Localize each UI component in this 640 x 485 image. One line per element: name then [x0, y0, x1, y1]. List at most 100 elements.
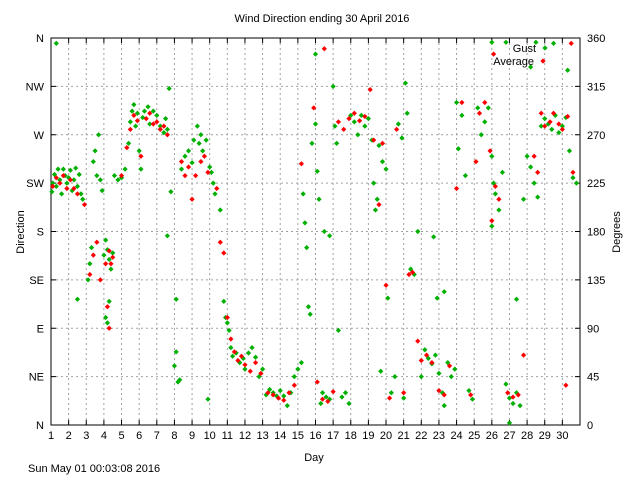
average-point [53, 175, 59, 181]
gust-point [182, 153, 188, 159]
average-point [214, 185, 220, 192]
gust-point [573, 180, 580, 186]
gust-point [376, 142, 382, 149]
gust-point [312, 51, 319, 57]
average-point [379, 140, 386, 146]
gust-point [57, 177, 63, 183]
gust-point [482, 119, 488, 125]
y-right-tick-label: 180 [587, 227, 605, 239]
gust-point [566, 148, 573, 154]
average-point [441, 392, 447, 398]
average-point [505, 390, 511, 396]
gust-point [452, 366, 458, 372]
average-point [189, 196, 195, 202]
gust-point [233, 350, 239, 356]
gust-point [448, 374, 454, 380]
average-point [150, 121, 156, 127]
average-point [489, 218, 495, 224]
gust-point [212, 191, 218, 197]
average-point [291, 382, 297, 388]
gust-point [103, 237, 109, 243]
y-right-tick-label: 270 [587, 130, 605, 142]
average-point [520, 352, 527, 358]
gust-point [291, 374, 297, 380]
gust-point [185, 148, 192, 154]
average-point [185, 164, 192, 170]
gust-point [422, 347, 428, 353]
gust-point [545, 121, 551, 127]
gust-point [111, 173, 118, 179]
gust-point [351, 119, 357, 125]
gust-point [524, 153, 530, 159]
gust-point [53, 183, 59, 189]
gust-point [466, 388, 472, 394]
y-right-tick-label: 360 [587, 33, 605, 45]
gust-point [171, 363, 178, 369]
gust-point [334, 140, 340, 146]
gust-point [284, 403, 290, 409]
x-tick-label: 27 [503, 430, 515, 442]
gust-point [342, 390, 349, 396]
gust-point [559, 123, 565, 129]
average-point [547, 119, 553, 125]
gust-point [125, 140, 132, 146]
average-point [228, 336, 234, 342]
gust-point [150, 108, 156, 114]
average-point [556, 121, 562, 127]
gust-point [58, 191, 65, 197]
average-point [90, 252, 96, 258]
gust-point [319, 390, 326, 396]
average-point [252, 360, 259, 366]
gust-point [203, 137, 209, 143]
gust-point [321, 228, 327, 235]
average-point [362, 113, 368, 120]
average-point [446, 363, 453, 369]
y-left-tick-label: NE [29, 372, 44, 384]
y-left-tick-label: W [34, 130, 45, 142]
x-tick-label: 6 [136, 430, 142, 442]
gust-point [459, 112, 465, 118]
average-point [64, 185, 70, 192]
gust-point [80, 196, 86, 202]
gust-point [103, 314, 109, 321]
gust-point [552, 112, 558, 118]
gust-point [78, 191, 84, 197]
x-tick-label: 22 [415, 430, 427, 442]
gust-point [129, 108, 135, 114]
average-point [376, 202, 382, 208]
gust-point [492, 191, 498, 197]
gust-point [260, 366, 266, 372]
gust-point [51, 171, 58, 178]
average-point [568, 40, 574, 46]
x-tick-label: 18 [345, 430, 357, 442]
gust-point [550, 40, 557, 46]
x-tick-label: 12 [239, 430, 251, 442]
average-point [281, 397, 287, 403]
gust-point [312, 121, 319, 127]
average-point [221, 250, 227, 256]
gust-point [104, 247, 111, 253]
gust-point [85, 277, 91, 283]
average-point [371, 137, 377, 143]
gust-point [221, 298, 227, 304]
average-point [270, 392, 276, 398]
generated-timestamp: Sun May 01 00:03:08 2016 [28, 463, 161, 475]
data-points [49, 39, 580, 426]
gust-point [133, 123, 139, 129]
gust-point [462, 173, 468, 179]
gust-point [178, 166, 185, 172]
gust-point [173, 349, 179, 355]
gust-point [154, 112, 160, 118]
average-point [459, 99, 465, 106]
gust-point [431, 234, 437, 240]
average-point [217, 239, 223, 245]
gust-point [138, 166, 144, 172]
gust-point [556, 130, 562, 136]
x-tick-label: 29 [539, 430, 551, 442]
gust-point [60, 166, 66, 172]
average-point [351, 110, 357, 116]
gust-point [267, 386, 273, 393]
gust-point [177, 377, 183, 383]
gust-point [401, 395, 407, 401]
